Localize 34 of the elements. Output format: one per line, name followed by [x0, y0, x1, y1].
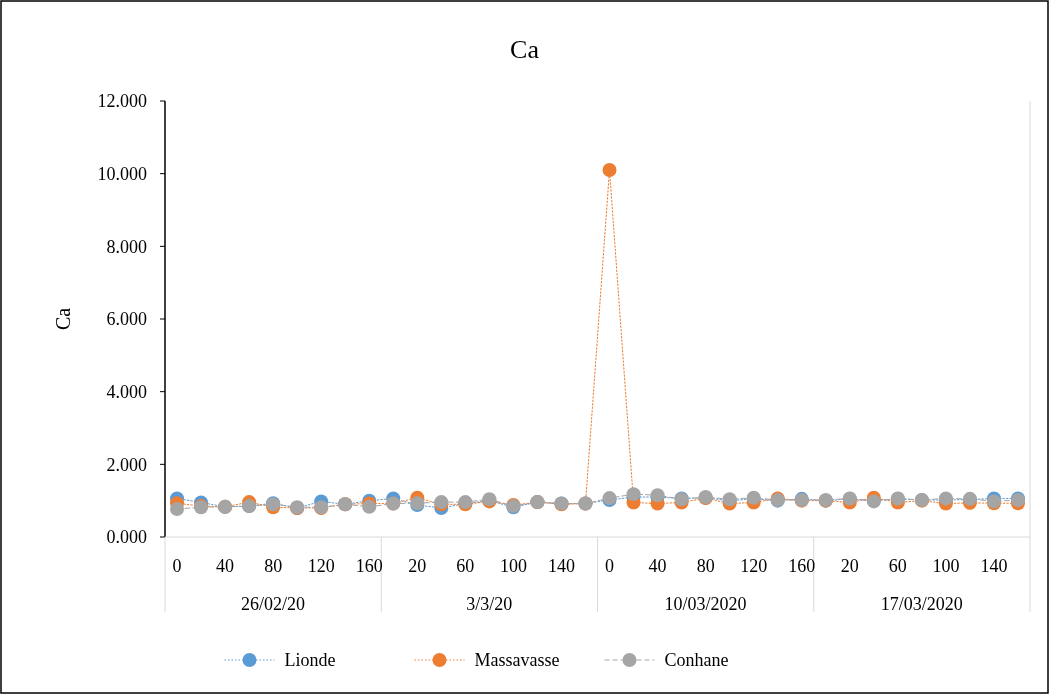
- y-tick-label: 6.000: [106, 309, 147, 330]
- y-tick-label: 2.000: [106, 454, 147, 475]
- y-tick-label: 4.000: [106, 381, 147, 402]
- x-tick-label: 60: [456, 556, 475, 576]
- x-tick-label: 0: [605, 556, 615, 576]
- x-tick-label: 120: [740, 556, 768, 576]
- legend-label: Massavasse: [474, 650, 560, 671]
- x-tick-label: 20: [408, 556, 427, 576]
- text: 17/03/2020: [880, 594, 963, 615]
- x-tick-label: 100: [932, 556, 960, 576]
- x-tick-label: 120: [307, 556, 335, 576]
- chart-title: Ca: [510, 35, 540, 64]
- x-tick-label: 0: [172, 556, 182, 576]
- x-tick-label: 20: [840, 556, 859, 576]
- x-tick-label: 100: [499, 556, 527, 576]
- x-tick-label: 160: [788, 556, 816, 576]
- text: 3/3/20: [466, 594, 513, 615]
- x-tick-label: 40: [648, 556, 667, 576]
- y-tick-label: 10.000: [97, 163, 147, 184]
- x-tick-label: 160: [355, 556, 383, 576]
- x-tick-label: 140: [547, 556, 575, 576]
- x-tick-label: 60: [888, 556, 907, 576]
- x-tick-label: 80: [264, 556, 283, 576]
- text: 26/02/20: [241, 594, 306, 615]
- x-tick-label: 40: [216, 556, 235, 576]
- x-tick-label: 80: [696, 556, 715, 576]
- legend-label: Conhane: [664, 650, 729, 671]
- y-tick-label: 0.000: [106, 527, 147, 548]
- y-tick-label: 8.000: [106, 236, 147, 257]
- x-tick-label: 140: [980, 556, 1008, 576]
- y-axis-title: Ca: [52, 307, 74, 331]
- y-tick-label: 12.000: [97, 91, 147, 112]
- legend-label: Lionde: [284, 650, 336, 671]
- text: 10/03/2020: [664, 594, 747, 615]
